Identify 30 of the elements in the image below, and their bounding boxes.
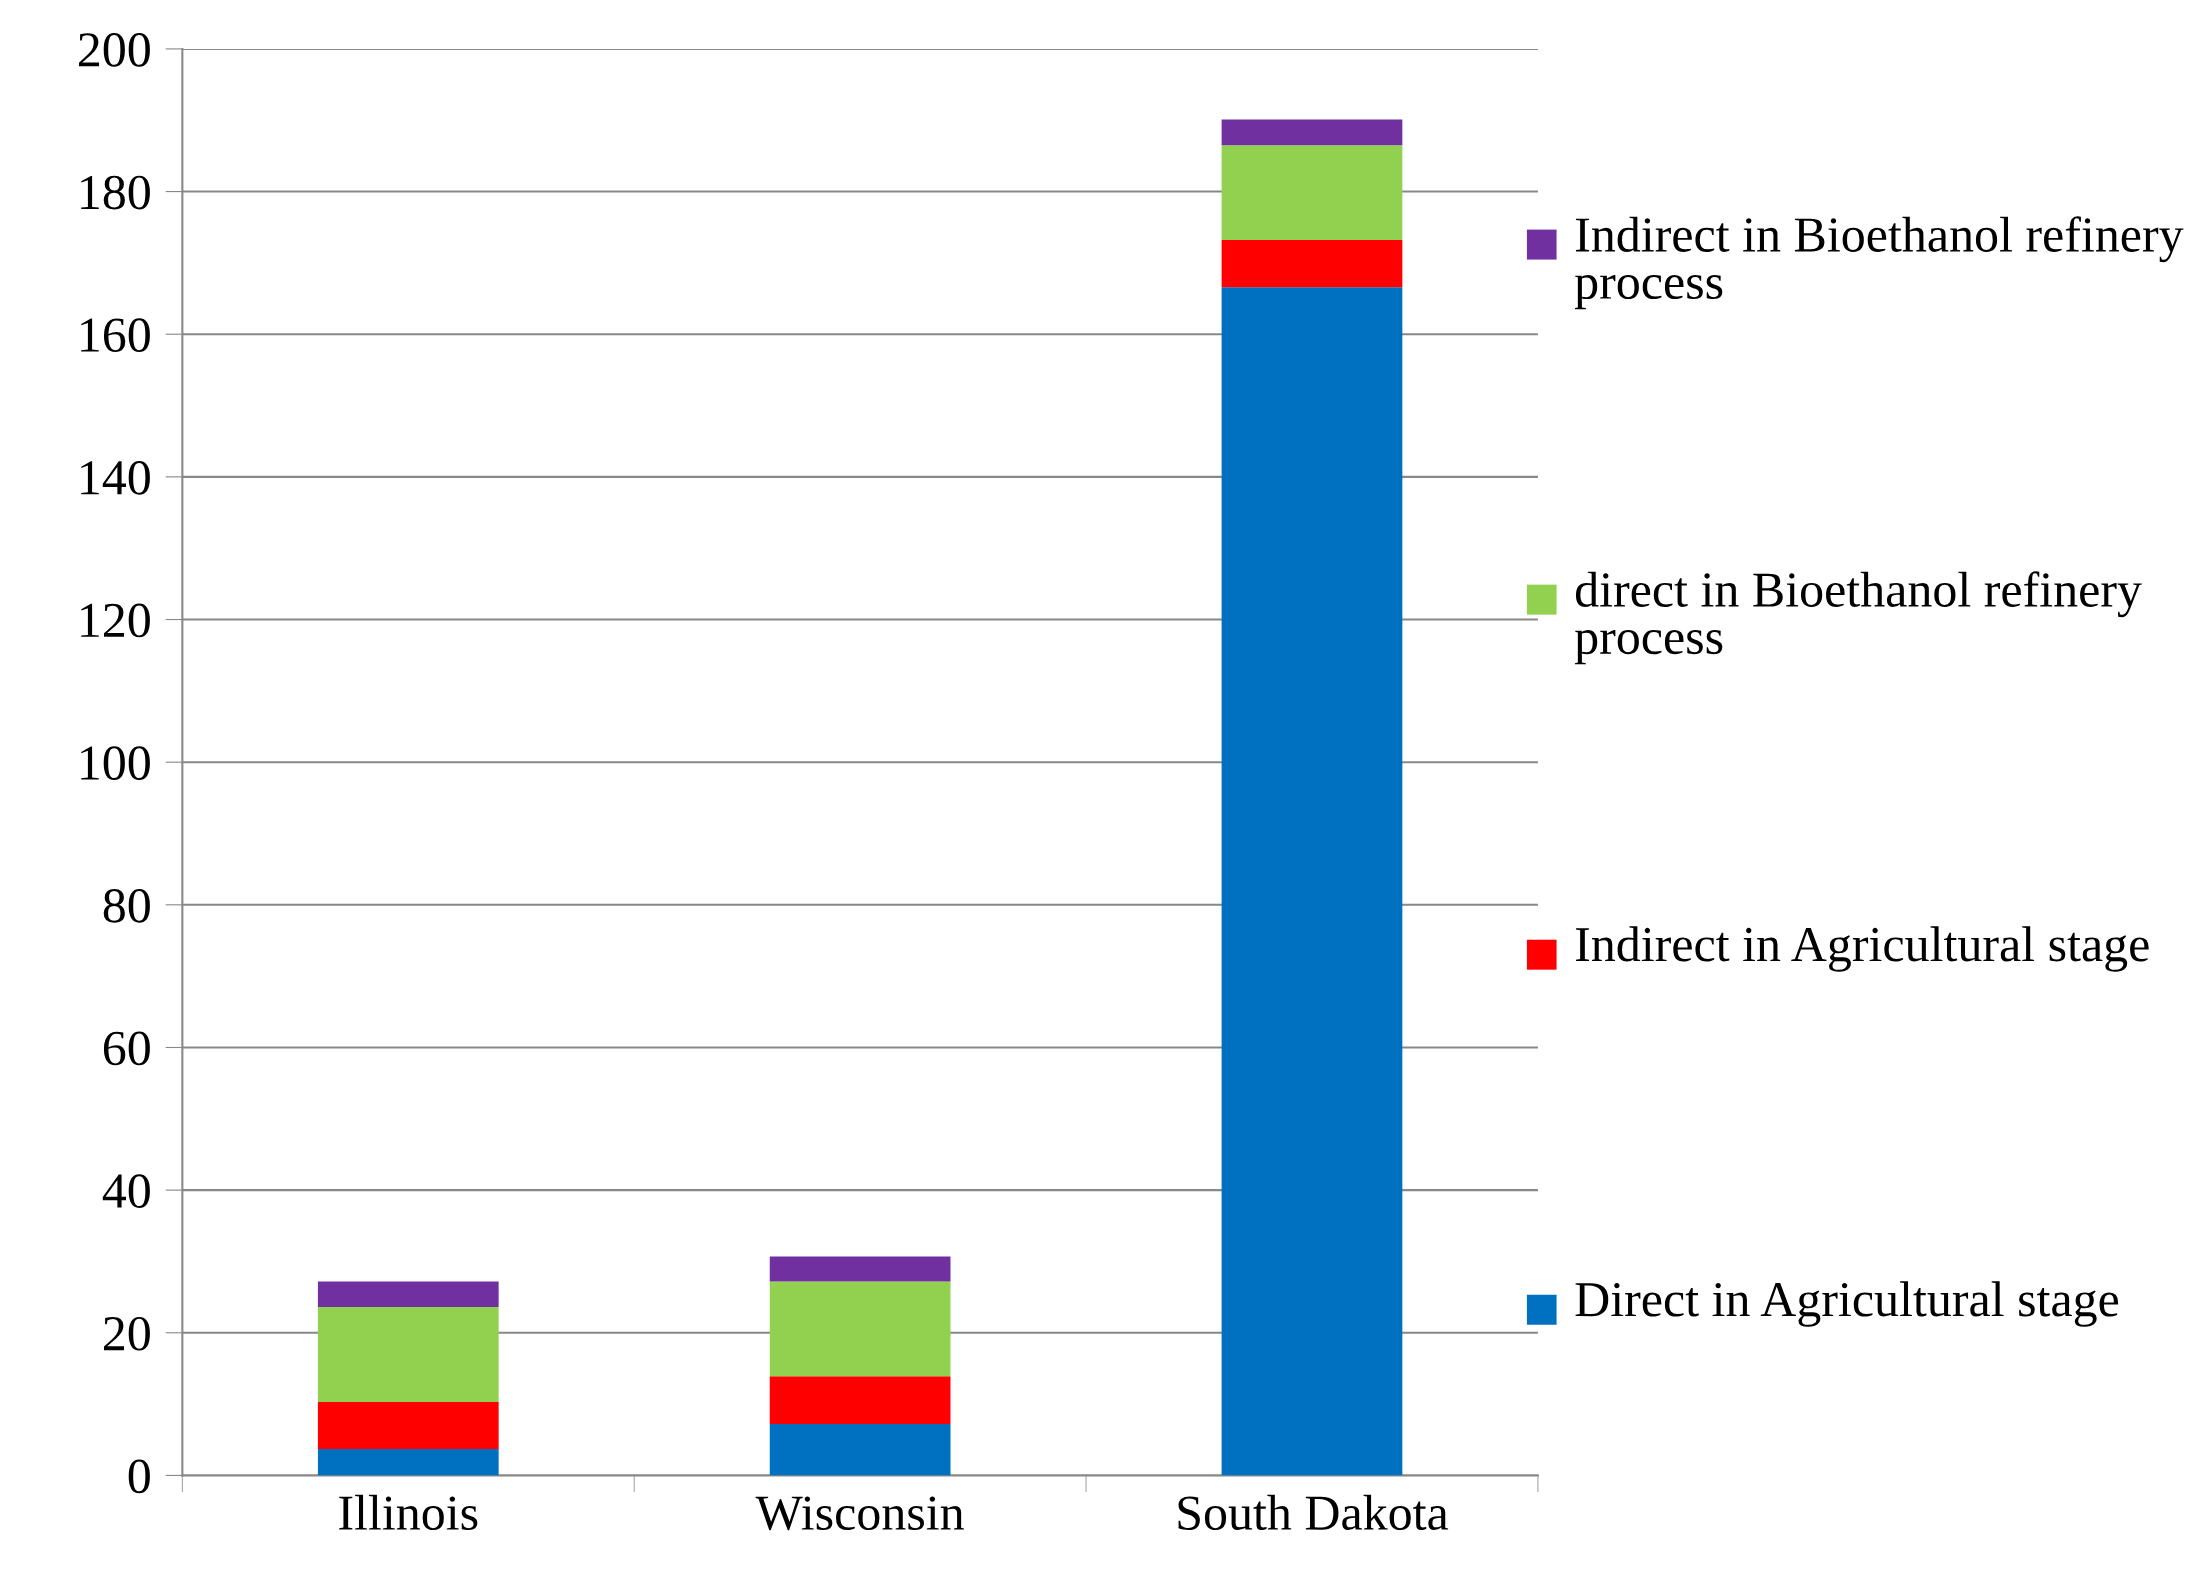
bar [317, 1449, 499, 1476]
y-tick-label: 120 [81, 603, 150, 638]
bar [769, 1376, 951, 1425]
y-tick-label: 80 [103, 888, 150, 923]
bar [317, 1401, 499, 1450]
bar [769, 1281, 951, 1377]
y-tick-label: 160 [81, 318, 150, 353]
legend-label: Indirect in Bioethanol refinery process [1574, 216, 2184, 310]
bar [1221, 240, 1403, 288]
bar [317, 1307, 499, 1402]
y-tick-label: 40 [102, 1174, 150, 1208]
y-tick-label: 200 [78, 33, 150, 67]
x-tick-label: Illinois [339, 1494, 478, 1531]
y-tick-label: 180 [81, 175, 150, 210]
bar [1221, 145, 1403, 241]
y-tick-label: 20 [103, 1316, 150, 1351]
legend-label: direct in Bioethanol refinery process [1574, 571, 2142, 665]
legend-label: Indirect in Agricultural stage [1575, 926, 2149, 972]
bar [769, 1256, 951, 1282]
bar [1221, 287, 1403, 1476]
y-tick-label: 140 [81, 460, 150, 495]
bar [317, 1281, 499, 1308]
y-tick-label: 0 [128, 1459, 150, 1494]
y-tick-label: 60 [103, 1031, 150, 1066]
x-tick-label: South Dakota [1178, 1494, 1449, 1531]
bar [1221, 119, 1403, 146]
legend-label: Direct in Agricultural stage [1575, 1281, 2119, 1327]
y-tick-label: 100 [81, 746, 150, 781]
x-tick-label: Wisconsin [755, 1496, 964, 1531]
bar [769, 1424, 951, 1476]
